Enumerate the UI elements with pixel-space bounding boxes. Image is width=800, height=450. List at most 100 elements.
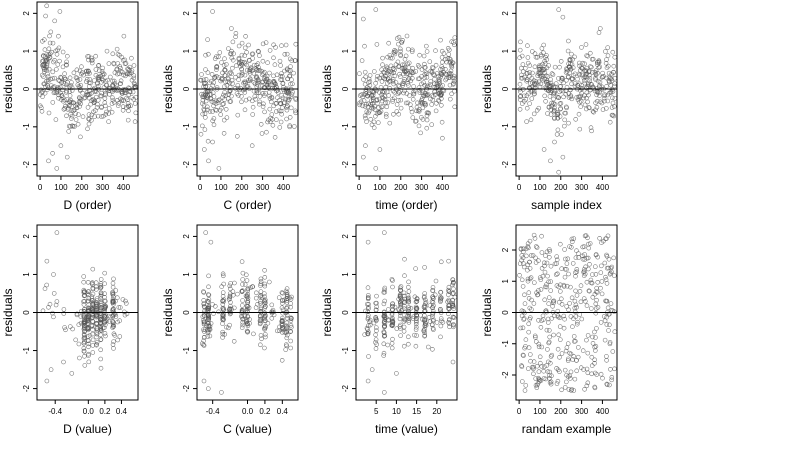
data-point: [366, 305, 371, 310]
data-point: [573, 117, 578, 122]
data-point: [557, 64, 562, 70]
data-point: [421, 93, 426, 98]
data-point: [424, 92, 429, 97]
data-point: [210, 83, 216, 88]
data-point: [287, 123, 292, 128]
data-point: [406, 309, 411, 314]
data-point: [574, 305, 579, 310]
data-point: [612, 329, 618, 334]
data-point: [549, 82, 555, 88]
data-point: [554, 254, 559, 259]
data-point: [422, 318, 427, 323]
data-point: [77, 77, 83, 82]
data-point: [63, 76, 68, 82]
data-point: [52, 75, 57, 81]
data-point: [408, 106, 414, 111]
data-point: [250, 51, 256, 57]
data-point: [206, 315, 212, 320]
data-point: [446, 284, 452, 290]
data-point: [232, 280, 237, 286]
data-point: [220, 317, 225, 323]
data-point: [213, 101, 219, 106]
data-point: [233, 63, 239, 68]
data-point: [110, 82, 116, 88]
data-point: [599, 291, 605, 297]
data-point: [416, 109, 422, 114]
data-point: [232, 305, 237, 311]
data-point: [536, 318, 541, 323]
data-point: [586, 288, 592, 294]
data-point: [436, 79, 442, 84]
data-point: [89, 58, 94, 63]
y-tick-label: -1: [182, 346, 191, 354]
data-point: [219, 76, 224, 81]
data-point: [250, 104, 256, 110]
data-point: [580, 253, 585, 259]
data-point: [104, 48, 110, 54]
data-point: [203, 115, 208, 120]
data-point: [552, 261, 558, 267]
data-point: [389, 341, 395, 346]
data-point: [563, 256, 568, 262]
data-point: [609, 76, 614, 82]
data-point: [395, 91, 401, 97]
data-point: [110, 83, 115, 88]
data-point: [205, 138, 211, 144]
data-point: [288, 301, 293, 306]
data-point: [361, 16, 366, 22]
data-point: [450, 298, 455, 303]
data-point: [437, 91, 442, 96]
data-point: [239, 52, 245, 58]
data-point: [94, 340, 100, 345]
data-point: [569, 62, 575, 67]
data-point: [390, 78, 396, 84]
data-point: [535, 71, 541, 76]
data-point: [258, 333, 264, 338]
data-point: [90, 331, 95, 337]
data-point: [411, 314, 417, 319]
data-point: [565, 341, 571, 346]
data-point: [95, 113, 101, 119]
data-point: [576, 345, 581, 350]
data-point: [606, 328, 611, 333]
data-point: [587, 262, 592, 267]
data-point: [206, 292, 212, 298]
data-point: [382, 287, 387, 293]
data-point: [91, 100, 97, 105]
data-point: [438, 74, 444, 79]
data-point: [358, 99, 364, 105]
data-point: [119, 97, 125, 102]
data-point: [227, 306, 233, 311]
data-point: [217, 50, 223, 55]
data-point: [442, 56, 448, 62]
data-point: [440, 135, 445, 141]
data-point: [258, 294, 263, 299]
data-point: [54, 230, 60, 235]
data-point: [280, 298, 285, 303]
data-point: [533, 255, 538, 261]
data-point: [438, 296, 443, 301]
data-point: [520, 69, 526, 74]
data-point: [267, 70, 272, 76]
data-point: [123, 298, 128, 304]
data-point: [85, 280, 91, 285]
data-point: [422, 83, 427, 88]
data-point: [132, 84, 138, 89]
data-point: [426, 344, 431, 350]
data-point: [118, 65, 123, 71]
data-point: [424, 117, 430, 123]
data-point: [522, 388, 528, 393]
data-point: [548, 158, 553, 164]
data-point: [440, 320, 446, 325]
data-point: [391, 81, 396, 87]
data-point: [525, 267, 530, 273]
data-point: [404, 33, 410, 39]
data-point: [451, 73, 457, 79]
data-point: [581, 367, 586, 372]
data-point: [227, 89, 232, 95]
data-point: [277, 324, 282, 330]
data-point: [379, 79, 385, 84]
data-point: [433, 62, 439, 68]
data-point: [89, 296, 95, 301]
data-point: [54, 166, 60, 171]
